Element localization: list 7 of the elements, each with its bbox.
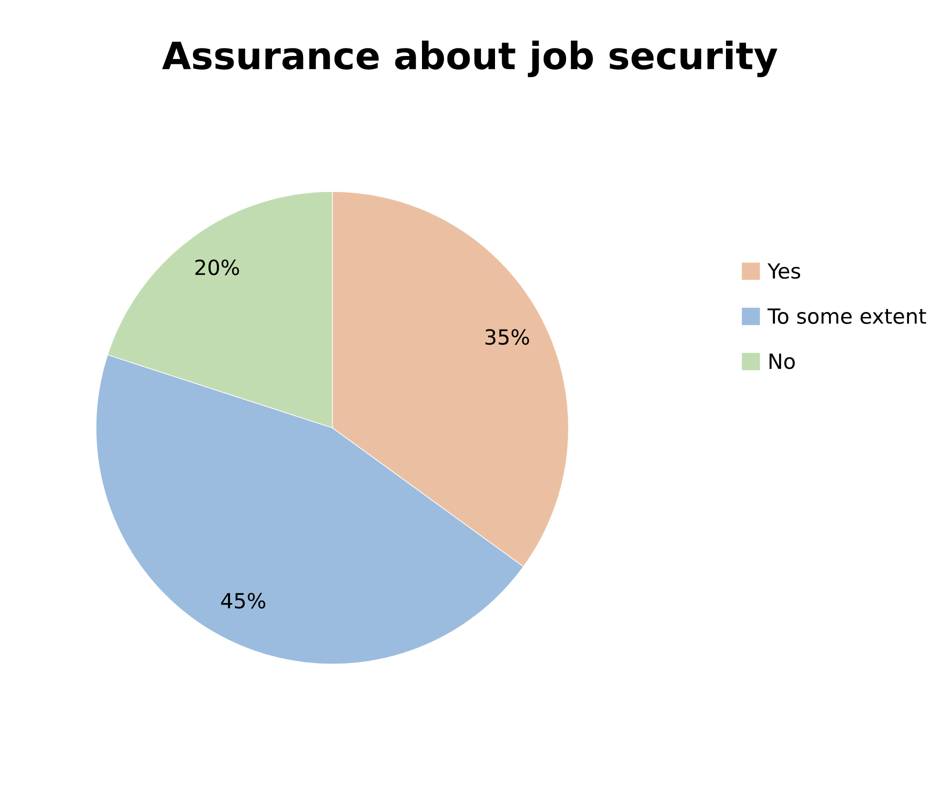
legend-label: No xyxy=(770,354,795,370)
legend-label: To some extent xyxy=(767,308,926,324)
chart-title: Assurance about job security xyxy=(162,40,778,78)
data-label: 35% xyxy=(485,329,530,345)
legend-label: Yes xyxy=(768,263,800,279)
data-label: 45% xyxy=(221,592,266,609)
data-label: 20% xyxy=(195,259,240,276)
